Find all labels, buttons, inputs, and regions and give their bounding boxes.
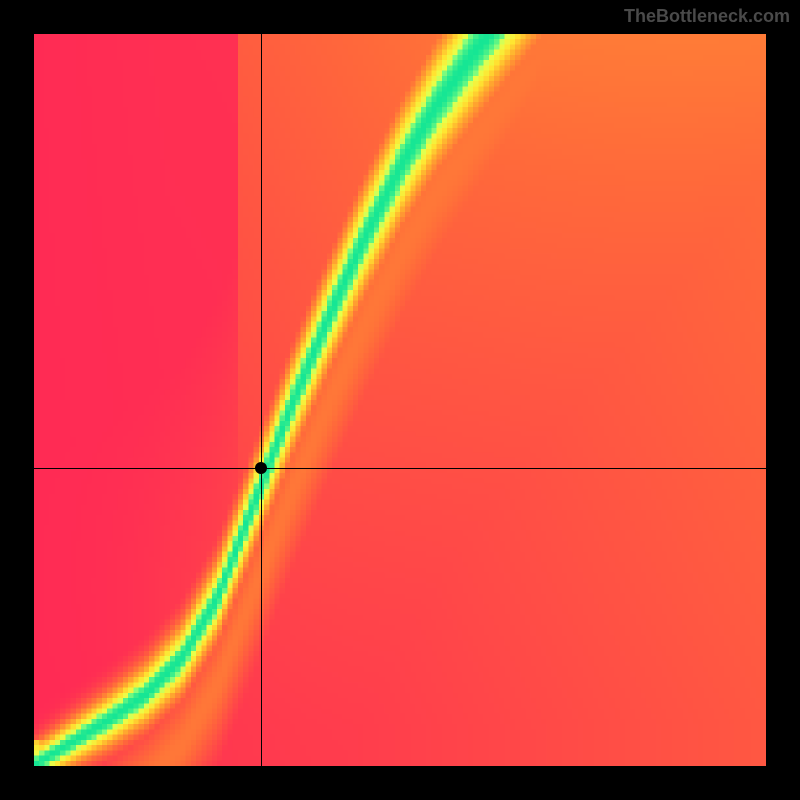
- crosshair-vertical: [261, 34, 262, 766]
- heatmap-canvas: [34, 34, 766, 766]
- watermark-text: TheBottleneck.com: [624, 6, 790, 27]
- crosshair-marker: [255, 462, 267, 474]
- crosshair-horizontal: [34, 468, 766, 469]
- heatmap-plot: [34, 34, 766, 766]
